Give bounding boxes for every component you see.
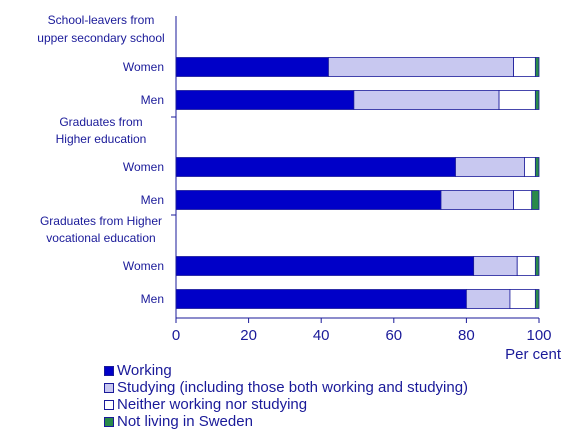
bar-segment [175, 190, 442, 210]
legend-item: Not living in Sweden [104, 413, 468, 430]
group-label: upper secondary school [37, 31, 164, 45]
x-tick-label: 60 [385, 327, 402, 344]
bar-segment [175, 157, 456, 177]
x-tick-label: 100 [526, 327, 551, 344]
chart-plot: School-leavers from upper secondary schoo… [37, 13, 562, 360]
group-label: Higher education [56, 132, 147, 146]
x-axis-title: Per cent [505, 346, 562, 360]
bar-segment [473, 256, 518, 276]
bar-segment [353, 90, 500, 110]
group-label: Graduates from [59, 115, 142, 129]
row-label: Women [123, 259, 164, 273]
row-label: Men [141, 292, 164, 306]
legend-label: Neither working nor studying [117, 396, 308, 413]
legend-label: Working [117, 362, 172, 379]
bar-segment [524, 157, 536, 177]
legend-label: Studying (including those both working a… [117, 379, 469, 396]
legend-label: Not living in Sweden [117, 413, 253, 430]
legend-item: Neither working nor studying [104, 396, 468, 413]
legend-item: Studying (including those both working a… [104, 379, 468, 396]
bar-segment [534, 157, 540, 177]
legend-swatch [104, 365, 114, 376]
legend-swatch [104, 399, 114, 410]
bar-segment [175, 90, 355, 110]
bar-segment [455, 157, 525, 177]
x-tick-label: 0 [172, 327, 180, 344]
bar-segment [513, 190, 533, 210]
group-label: vocational education [46, 231, 155, 245]
bar-segment [534, 289, 540, 309]
legend-swatch [104, 382, 114, 393]
bar-segment [175, 289, 467, 309]
bar-segment [175, 57, 329, 77]
bar-segment [534, 57, 540, 77]
row-label: Women [123, 160, 164, 174]
bar-segment [175, 256, 475, 276]
bar-segment [513, 57, 536, 77]
row-label: Women [123, 60, 164, 74]
bar-segment [516, 256, 536, 276]
row-label: Men [141, 193, 164, 207]
bar-segment [534, 256, 540, 276]
bar-segment [534, 90, 540, 110]
x-tick-label: 80 [458, 327, 475, 344]
bar-segment [440, 190, 514, 210]
group-label: Graduates from Higher [40, 214, 162, 228]
x-tick-label: 40 [313, 327, 330, 344]
group-label: School-leavers from [48, 13, 155, 27]
legend-swatch [104, 416, 114, 427]
legend-item: Working [104, 362, 468, 379]
bar-segment [328, 57, 514, 77]
bar-segment [531, 190, 540, 210]
row-label: Men [141, 93, 164, 107]
x-tick-label: 20 [240, 327, 257, 344]
bar-segment [498, 90, 536, 110]
bar-segment [465, 289, 511, 309]
chart-legend: Working Studying (including those both wo… [104, 362, 468, 430]
bar-segment [509, 289, 536, 309]
